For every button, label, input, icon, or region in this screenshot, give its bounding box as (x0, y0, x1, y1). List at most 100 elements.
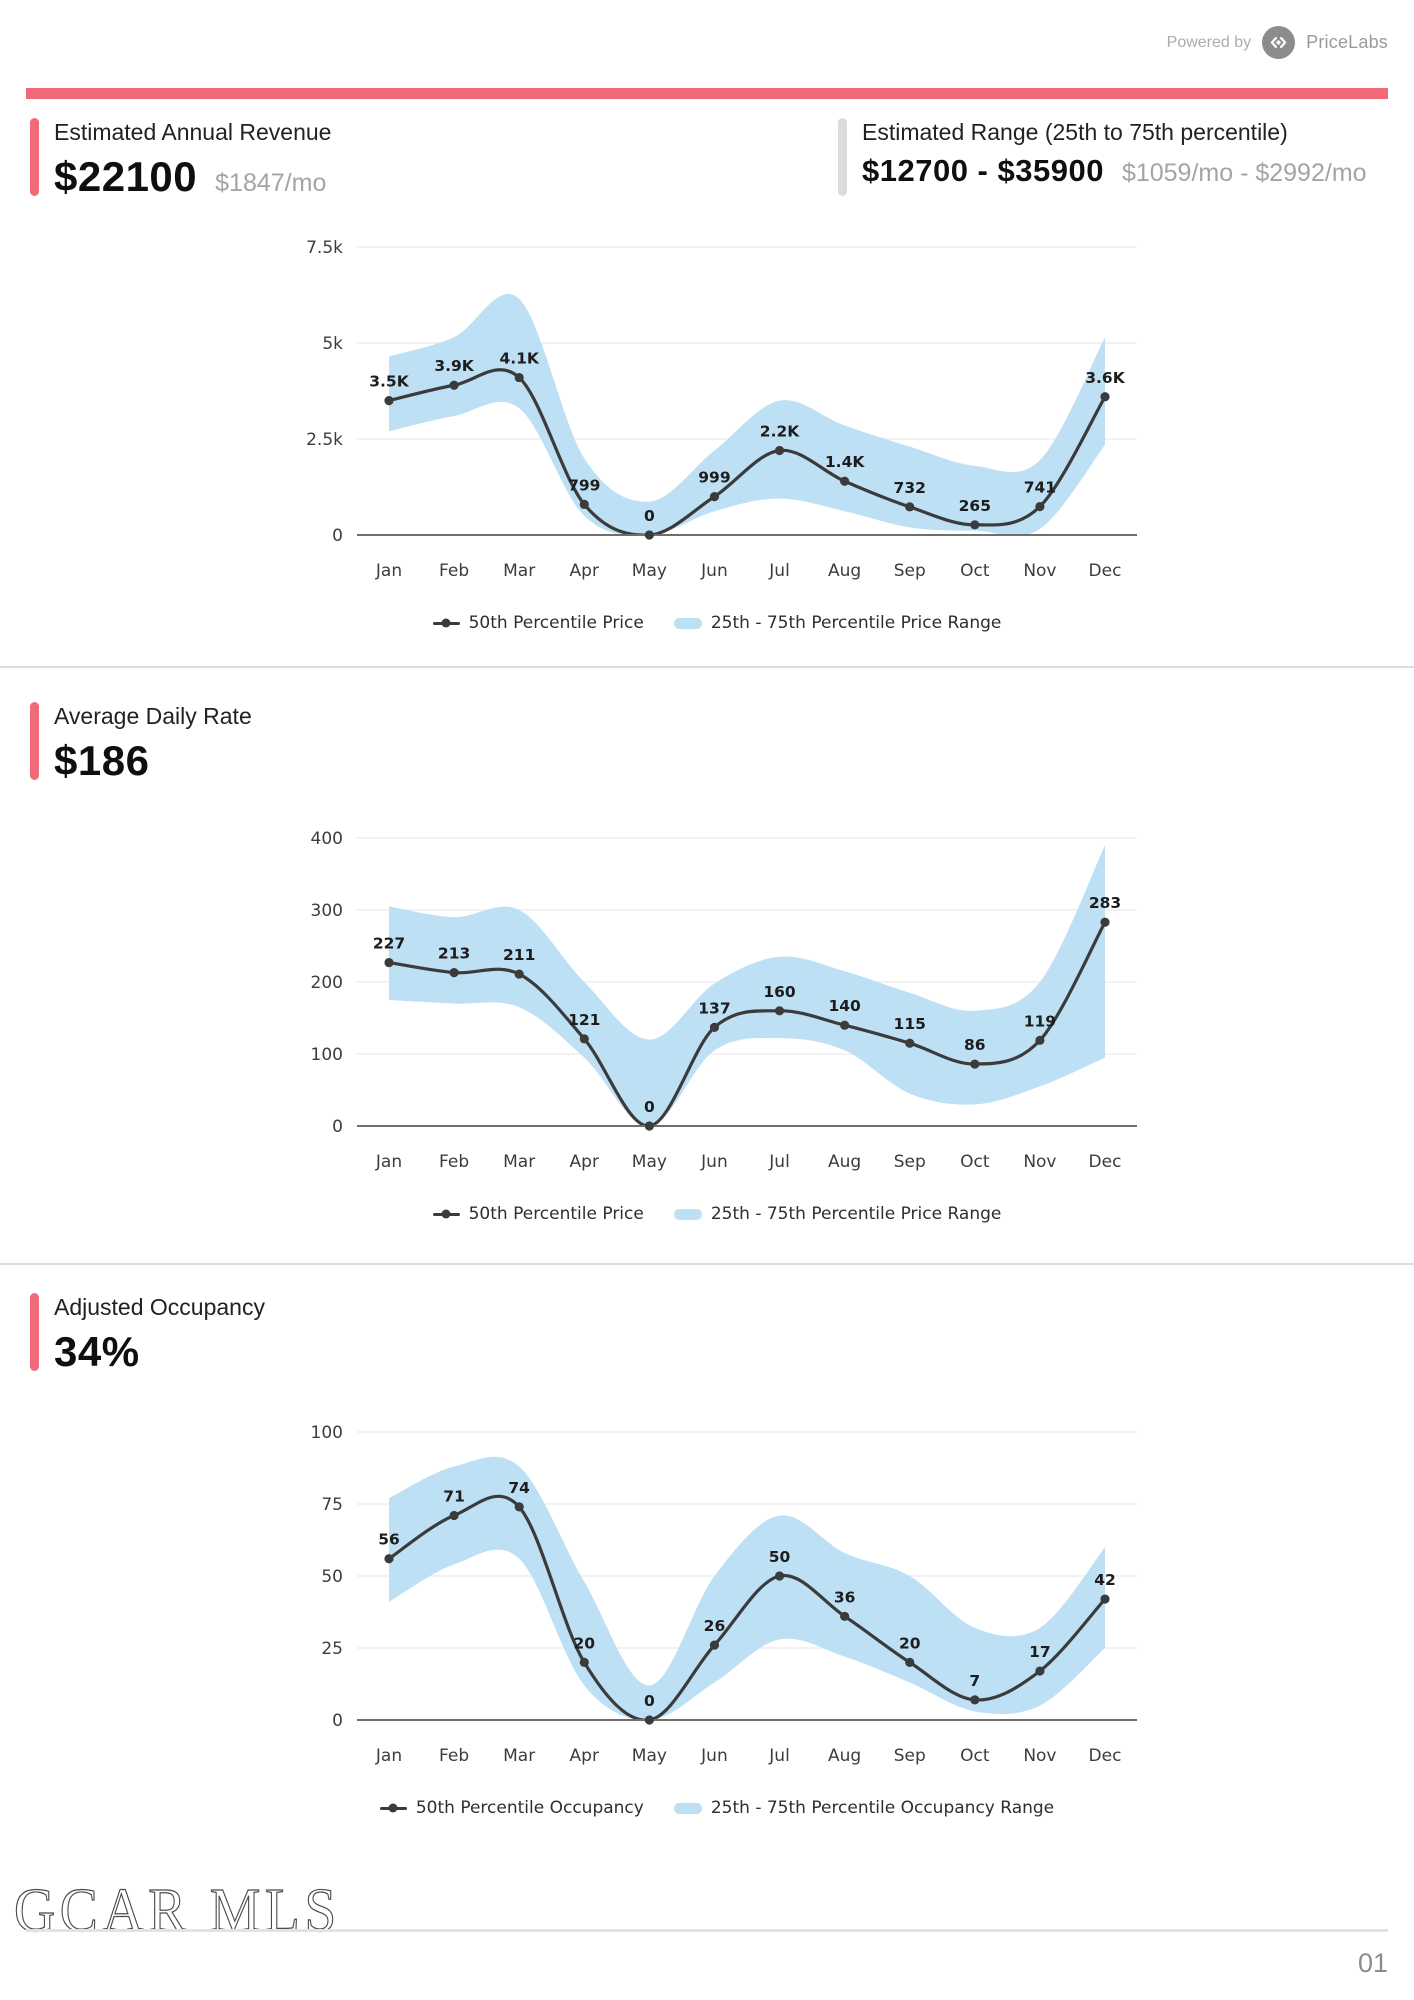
x-tick-label: Aug (828, 1152, 861, 1172)
data-label: 137 (698, 999, 730, 1017)
x-tick-label: Feb (439, 1152, 469, 1172)
data-point (709, 1640, 720, 1650)
data-point (384, 957, 394, 968)
data-label: 36 (834, 1588, 856, 1606)
metric-adjusted-occupancy: Adjusted Occupancy 34% (30, 1293, 265, 1376)
x-tick-label: Aug (828, 1746, 861, 1766)
band-legend-icon (673, 1802, 702, 1814)
y-tick-label: 400 (311, 829, 343, 849)
red-accent-bar (30, 702, 39, 780)
y-tick-label: 7.5k (306, 238, 343, 258)
data-point (970, 1695, 980, 1705)
data-point (644, 1121, 654, 1131)
data-point (384, 396, 394, 406)
data-label: 56 (378, 1531, 400, 1549)
data-label: 71 (443, 1488, 465, 1506)
data-point (709, 492, 720, 502)
data-label: 741 (1024, 479, 1056, 497)
legend-item-median: 50th Percentile Price (432, 613, 644, 633)
section-divider (0, 1263, 1414, 1265)
data-label: 265 (959, 497, 991, 515)
data-label: 115 (894, 1015, 926, 1033)
data-label: 86 (964, 1036, 986, 1054)
band-legend-icon (673, 1208, 702, 1220)
data-point (840, 1020, 850, 1030)
data-label: 213 (438, 945, 470, 963)
data-label: 799 (568, 476, 600, 494)
legend-label: 25th - 75th Percentile Occupancy Range (710, 1798, 1055, 1818)
metric-subvalue: $1059/mo - $2992/mo (1121, 158, 1367, 187)
legend-label: 25th - 75th Percentile Price Range (710, 613, 1002, 633)
x-tick-label: Feb (439, 1746, 469, 1766)
x-tick-label: Oct (960, 1152, 990, 1172)
metric-subvalue: $1847/mo (215, 168, 327, 197)
x-tick-label: Sep (894, 1746, 926, 1766)
data-label: 3.6K (1085, 369, 1125, 387)
data-label: 227 (373, 935, 405, 953)
legend-dot-icon (441, 618, 451, 628)
data-point (905, 502, 915, 512)
powered-by-label: Powered by (1166, 33, 1252, 51)
x-tick-label: Apr (570, 561, 599, 581)
legend-label: 50th Percentile Price (468, 613, 644, 633)
data-point (905, 1038, 915, 1048)
data-point (1035, 1035, 1045, 1045)
data-point (1100, 1594, 1110, 1604)
data-label: 74 (508, 1479, 530, 1497)
data-point (384, 1554, 394, 1564)
data-point (449, 968, 459, 978)
y-tick-label: 100 (311, 1423, 343, 1443)
page-number: 01 (1357, 1948, 1388, 1978)
data-label: 732 (894, 479, 926, 497)
data-label: 42 (1094, 1571, 1116, 1589)
y-tick-label: 0 (332, 1117, 343, 1137)
median-line-legend-icon (432, 1209, 460, 1219)
data-label: 140 (828, 997, 861, 1015)
x-tick-label: Dec (1089, 561, 1122, 581)
data-point (449, 380, 459, 390)
y-tick-label: 0 (332, 1711, 343, 1731)
y-tick-label: 5k (322, 334, 343, 354)
x-tick-label: Mar (503, 1152, 535, 1172)
section-divider (0, 666, 1414, 668)
x-tick-label: Jan (375, 1152, 402, 1172)
x-tick-label: Dec (1089, 1746, 1122, 1766)
data-label: 50 (769, 1548, 791, 1566)
data-label: 2.2K (760, 423, 800, 441)
data-point (905, 1657, 915, 1667)
data-label: 4.1K (499, 350, 539, 368)
data-point (970, 1059, 980, 1069)
chart-legend: 50th Percentile Occupancy 25th - 75th Pe… (287, 1798, 1147, 1818)
y-tick-label: 2.5k (306, 430, 343, 450)
footer-divider (26, 1929, 1388, 1932)
x-tick-label: Apr (570, 1746, 599, 1766)
data-label: 211 (503, 946, 535, 964)
metric-value: $186 (54, 736, 150, 784)
metric-average-daily-rate: Average Daily Rate $186 (30, 702, 252, 785)
chart-legend: 50th Percentile Price 25th - 75th Percen… (287, 613, 1147, 633)
adr-chart-block: 227 213 211 121 0 137 160 140 115 86 119 283 0 100 200… (287, 818, 1147, 1250)
y-tick-label: 100 (311, 1045, 343, 1065)
x-tick-label: Feb (439, 561, 469, 581)
metric-value: $22100 (54, 152, 198, 200)
data-point (1035, 501, 1045, 512)
data-label: 3.5K (369, 373, 409, 391)
data-point (579, 1657, 589, 1667)
x-tick-label: Mar (503, 561, 535, 581)
metric-title: Average Daily Rate (54, 703, 252, 729)
percentile-band-area (389, 845, 1105, 1126)
x-tick-label: Jun (700, 1746, 728, 1766)
legend-dot-icon (441, 1209, 451, 1219)
x-tick-label: Nov (1023, 1746, 1056, 1766)
data-label: 999 (698, 469, 730, 487)
header: Powered by PriceLabs (1167, 26, 1388, 59)
x-tick-label: May (632, 1746, 667, 1766)
data-point (774, 1006, 785, 1016)
data-label: 283 (1089, 894, 1121, 912)
brand-label: PriceLabs (1306, 32, 1388, 52)
metric-title: Adjusted Occupancy (54, 1294, 265, 1320)
data-point (579, 1034, 589, 1044)
x-tick-label: Jun (700, 561, 728, 581)
metric-value: 34% (54, 1327, 140, 1375)
